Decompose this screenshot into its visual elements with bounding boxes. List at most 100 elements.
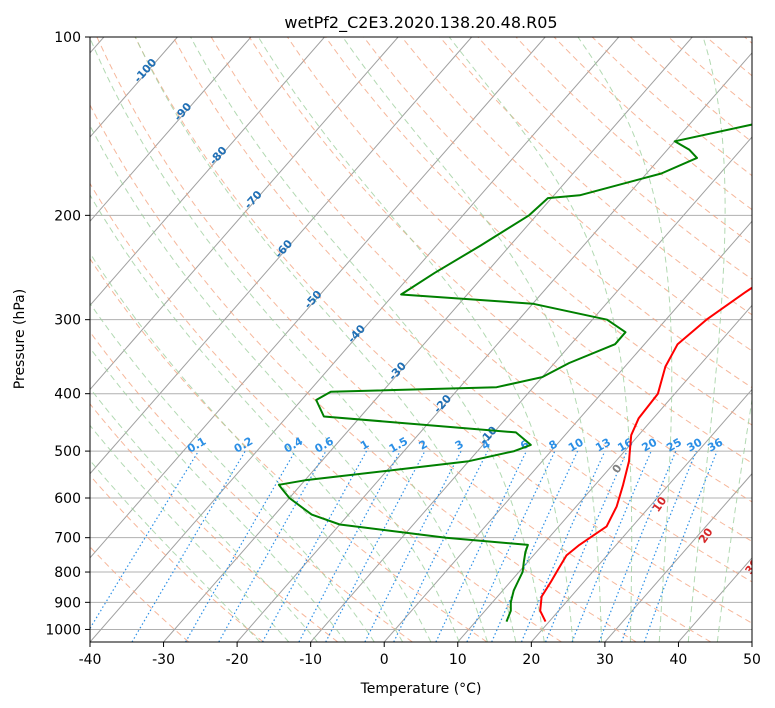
dry-adiabat-line [90, 546, 190, 642]
mixing-ratio-line [545, 450, 628, 642]
isotherm-line [751, 641, 752, 642]
chart-title: wetPf2_C2E3.2020.138.20.48.R05 [284, 13, 557, 33]
mixing-ratio-label: 8 [547, 438, 560, 453]
y-tick-label: 700 [54, 531, 81, 547]
moist-adiabat-line [257, 37, 574, 642]
y-tick-label: 300 [54, 313, 81, 329]
mixing-ratio-label: 25 [664, 436, 684, 455]
isotherm-line [163, 37, 693, 642]
mixing-ratio-line [325, 450, 426, 642]
background-line-labels: 0.1 0.2 0.4 0.6 1 1.5 2 3 4 6 8 10 13 16 20 25 30 36-100-… [131, 56, 763, 577]
mixing-ratio-label: 13 [593, 436, 613, 455]
mixing-ratio-label: 3 [453, 438, 466, 453]
x-tick-label: -20 [226, 652, 249, 668]
mixing-ratio-line [261, 450, 368, 642]
isotherm-line [383, 220, 752, 642]
isotherm-line [90, 37, 399, 391]
mixing-ratio-line [621, 450, 697, 642]
plot-area: 0.1 0.2 0.4 0.6 1 1.5 2 3 4 6 8 10 13 16 20 25 30 36-100-… [90, 37, 763, 642]
mixing-ratio-line [298, 450, 401, 642]
moist-adiabat-line [190, 37, 545, 642]
dry-adiabat-line [248, 37, 752, 503]
moist-adiabat-line [90, 424, 290, 642]
x-tick-label: -10 [299, 652, 322, 668]
dewpoint-line [277, 123, 752, 622]
mixing-ratio-line [520, 450, 606, 642]
moist-adiabat-line [134, 37, 517, 642]
x-tick-label: 30 [596, 652, 614, 668]
dry-adiabat-line [90, 403, 339, 642]
dry-adiabat-line [210, 37, 752, 543]
isotherm-line [90, 37, 325, 307]
dry-adiabat-line [90, 257, 488, 642]
moist-adiabat-line [90, 302, 375, 642]
dry-adiabat-label: -60 [272, 237, 295, 261]
x-axis-ticks: -40 -30 -20 -10 0 10 20 30 40 50 [79, 642, 761, 668]
y-axis-label: Pressure (hPa) [12, 289, 28, 389]
pressure-gridlines [90, 37, 752, 630]
moist-adiabat-line [90, 252, 404, 642]
dry-adiabat-label: -90 [171, 100, 194, 124]
dry-adiabat-label: -100 [131, 56, 159, 85]
dry-adiabat-label: -40 [345, 322, 368, 346]
dry-adiabat-line [363, 37, 752, 389]
mixing-ratio-line [491, 450, 579, 642]
mixing-ratio-label: 20 [640, 435, 660, 454]
mixing-ratio-line [393, 450, 489, 642]
dry-adiabat-line [90, 331, 413, 642]
moist-adiabat-label: 0 [610, 462, 625, 476]
mixing-ratio-label: 30 [685, 435, 705, 454]
x-tick-label: -30 [152, 652, 175, 668]
mixing-ratio-line [90, 450, 200, 630]
x-tick-label: -40 [79, 652, 102, 668]
moist-adiabat-line [90, 37, 488, 642]
mixing-ratio-line [643, 450, 718, 642]
mixing-ratio-line [218, 450, 327, 642]
mixing-ratio-label: 0.4 [282, 434, 306, 455]
temperature-line [539, 286, 752, 623]
dry-adiabat-line [172, 37, 752, 583]
mixing-ratio-label: 10 [566, 435, 586, 454]
dry-adiabat-lines [90, 37, 752, 642]
moist-adiabat-line [90, 194, 432, 642]
moist-adiabat-line [448, 37, 633, 642]
moist-adiabat-line [90, 387, 318, 642]
moist-adiabat-line [577, 37, 673, 642]
mixing-ratio-label: 0.6 [312, 434, 336, 455]
y-tick-label: 200 [54, 208, 81, 224]
y-tick-label: 900 [54, 595, 81, 611]
dry-adiabat-line [325, 37, 752, 426]
isotherm-line [530, 388, 752, 642]
mixing-ratio-line [185, 450, 296, 642]
moist-adiabat-line [342, 37, 603, 642]
y-tick-label: 500 [54, 444, 81, 460]
isotherm-line [90, 37, 473, 475]
dry-adiabat-line [90, 474, 264, 642]
moist-adiabat-line [90, 459, 261, 642]
mixing-ratio-line [571, 450, 652, 642]
plot-frame [89, 36, 753, 643]
mixing-ratio-label: 0.1 [185, 435, 208, 456]
y-tick-label: 400 [54, 387, 81, 403]
mixing-ratio-lines [90, 450, 718, 642]
dry-adiabat-label: -70 [242, 188, 265, 212]
moist-adiabat-line [90, 124, 460, 642]
dry-adiabat-line [286, 37, 752, 464]
isotherm-line [90, 37, 252, 222]
isotherm-line [310, 136, 752, 642]
isotherm-lines [90, 37, 752, 642]
y-axis-ticks: 100 200 300 400 500 600 700 800 900 1000 [45, 30, 90, 638]
y-tick-label: 800 [54, 565, 81, 581]
y-tick-label: 100 [54, 30, 81, 46]
mixing-ratio-line [364, 450, 462, 642]
y-tick-label: 1000 [45, 622, 81, 638]
mixing-ratio-label: 1.5 [387, 435, 410, 456]
moist-adiabat-label: 30 [743, 556, 763, 576]
dry-adiabat-line [744, 37, 752, 44]
moist-adiabat-line [687, 37, 726, 642]
isotherm-line [236, 52, 752, 642]
mixing-ratio-line [598, 450, 677, 642]
moist-adiabat-label: 20 [696, 525, 716, 545]
moist-adiabat-line [90, 347, 347, 642]
